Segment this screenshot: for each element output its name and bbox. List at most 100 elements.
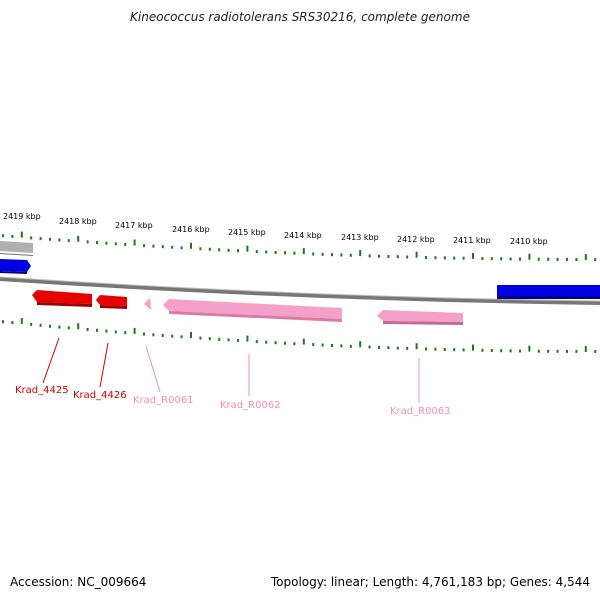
minor-tick	[387, 255, 390, 258]
gene-label-krad-r0061[interactable]: Krad_R0061	[133, 395, 194, 406]
minor-tick	[500, 349, 503, 353]
minor-tick	[49, 324, 51, 328]
major-tick	[190, 332, 192, 338]
minor-tick	[255, 250, 258, 254]
minor-tick	[218, 337, 221, 341]
major-tick	[20, 318, 23, 324]
gene-krad-4425[interactable]	[32, 290, 92, 307]
minor-tick	[284, 251, 286, 255]
minor-tick	[30, 322, 33, 326]
major-tick	[528, 253, 531, 260]
minor-tick	[105, 329, 108, 333]
minor-tick	[509, 257, 512, 261]
minor-tick	[265, 340, 268, 344]
kbp-label: 2416 kbp	[172, 225, 210, 234]
major-tick	[528, 345, 531, 352]
major-tick	[415, 251, 418, 258]
minor-tick	[396, 346, 399, 350]
minor-tick	[124, 331, 127, 335]
major-tick	[133, 239, 136, 246]
major-tick	[302, 248, 305, 255]
gene-krad-r0063[interactable]	[377, 310, 463, 325]
minor-tick	[453, 256, 456, 260]
gene-label-krad-r0063[interactable]: Krad_R0063	[390, 406, 451, 417]
minor-tick	[237, 249, 239, 253]
minor-tick	[331, 344, 333, 347]
minor-tick	[349, 344, 352, 348]
minor-tick	[434, 256, 437, 260]
minor-tick	[152, 244, 155, 248]
minor-tick	[161, 245, 164, 249]
minor-tick	[208, 337, 211, 341]
major-tick	[472, 252, 474, 259]
minor-tick	[594, 258, 597, 261]
gene-label-krad-4426[interactable]: Krad_4426	[73, 390, 127, 401]
minor-tick	[2, 320, 4, 324]
minor-tick	[11, 321, 14, 325]
minor-tick	[331, 253, 333, 257]
major-tick	[246, 245, 249, 252]
minor-tick	[39, 323, 42, 327]
minor-tick	[199, 247, 202, 251]
gene-krad-4426[interactable]	[96, 295, 127, 309]
minor-tick	[537, 257, 540, 261]
minor-tick	[594, 350, 597, 353]
minor-tick	[152, 333, 155, 337]
major-tick	[359, 250, 362, 257]
gene-blue[interactable]	[0, 259, 31, 272]
minor-tick	[481, 348, 484, 352]
minor-tick	[425, 256, 427, 259]
minor-tick	[462, 348, 465, 352]
gene-gray[interactable]	[0, 241, 33, 253]
gene-label-krad-r0062[interactable]: Krad_R0062	[220, 400, 281, 411]
genome-backbone-highlight	[0, 276, 600, 302]
upper-tick-track	[2, 231, 597, 261]
minor-tick	[556, 257, 559, 261]
minor-tick	[500, 257, 503, 261]
minor-tick	[312, 343, 315, 347]
minor-tick	[171, 245, 174, 249]
minor-tick	[124, 242, 127, 246]
minor-tick	[114, 242, 117, 246]
minor-tick	[378, 345, 380, 349]
major-tick	[584, 254, 587, 260]
minor-tick	[86, 240, 89, 244]
minor-tick	[284, 341, 286, 345]
minor-tick	[481, 257, 484, 261]
kbp-label: 2413 kbp	[341, 233, 379, 242]
gene-blue-right-shadow	[497, 296, 600, 299]
minor-tick	[255, 340, 258, 344]
gene-gray-shadow	[0, 253, 33, 256]
minor-tick	[2, 234, 4, 238]
minor-tick	[39, 237, 42, 241]
minor-tick	[180, 335, 183, 339]
lower-tick-track	[2, 318, 597, 353]
gene-krad-r0061[interactable]	[144, 298, 151, 310]
minor-tick	[462, 256, 465, 260]
gene-krad-r0062[interactable]	[163, 299, 342, 322]
minor-tick	[265, 250, 268, 254]
minor-tick	[537, 349, 540, 353]
minor-tick	[96, 241, 98, 245]
minor-tick	[406, 346, 409, 350]
scale-labels: 2419 kbp 2418 kbp 2417 kbp 2416 kbp 2415…	[3, 212, 548, 246]
minor-tick	[321, 343, 324, 347]
gene-label-krad-4425[interactable]: Krad_4425	[15, 385, 69, 396]
major-tick	[133, 327, 136, 334]
minor-tick	[274, 341, 277, 345]
minor-tick	[556, 349, 559, 353]
minor-tick	[218, 248, 221, 252]
minor-tick	[58, 238, 61, 242]
minor-tick	[425, 347, 427, 351]
minor-tick	[227, 338, 230, 342]
minor-tick	[387, 346, 390, 350]
leader-line-krad-4425	[42, 337, 60, 384]
leader-line-krad-4426	[99, 342, 109, 388]
minor-tick	[293, 342, 296, 346]
gene-blue-right[interactable]	[497, 285, 600, 296]
major-tick	[20, 231, 23, 238]
minor-tick	[208, 247, 211, 251]
minor-tick	[566, 349, 568, 353]
leader-line-krad-r0061	[145, 345, 161, 393]
